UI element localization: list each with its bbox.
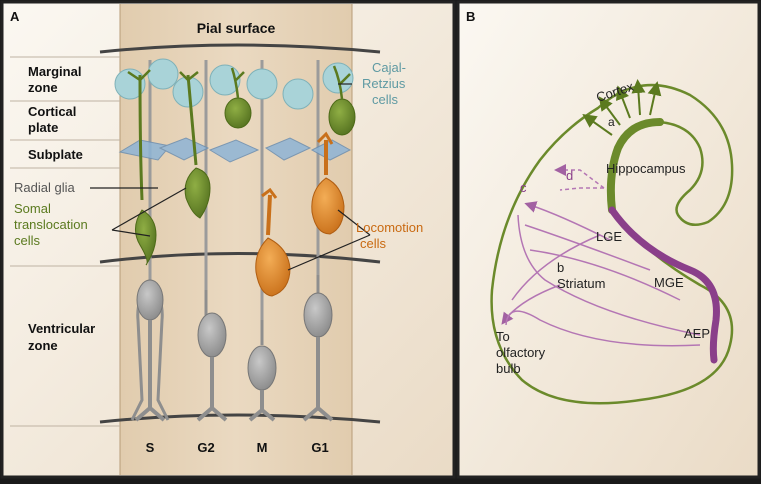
somal-label-2: translocation [14,217,88,232]
label-d: d [566,168,573,183]
radial-glia-cells [130,275,334,422]
cajal-label-3: cells [372,92,399,107]
marginal-zone-label-2: zone [28,80,58,95]
ventricular-lower-line [99,413,381,424]
pial-line [99,43,381,54]
subplate-cells [118,137,352,163]
lge-label: LGE [596,229,622,244]
layer-guides [10,56,120,427]
tangential-paths [501,164,701,347]
aep-label: AEP [684,326,710,341]
olfactory-label-2: olfactory [496,345,546,360]
radial-migration-arrows [582,79,662,136]
annotation-lines [90,83,371,271]
column-label-m: M [257,440,268,455]
cortical-plate-label-1: Cortical [28,104,76,119]
subplate-label: Subplate [28,147,83,162]
column-label-s: S [146,440,155,455]
panel-a-letter: A [10,9,20,24]
marginal-zone-label-1: Marginal [28,64,81,79]
somal-label-1: Somal [14,201,51,216]
panel-b-labels: c d Hippocampus LGE b Striatum MGE AEP T… [496,161,710,376]
panel-b: B Cortex a c d Hippo [456,0,761,479]
locomotion-label-1: Locomotion [356,220,423,235]
pial-surface-label: Pial surface [197,20,276,36]
radial-glia-label: Radial glia [14,180,75,195]
label-c: c [520,180,527,195]
olfactory-label-3: bulb [496,361,521,376]
cajal-label-2: Retzius [362,76,406,91]
mge-label: MGE [654,275,684,290]
somal-label-3: cells [14,233,41,248]
column-label-g1: G1 [311,440,328,455]
cortical-plate-label-2: plate [28,120,58,135]
ventricular-zone-label-1: Ventricular [28,321,95,336]
ventricular-zone-label-2: zone [28,338,58,353]
label-b: b [557,260,564,275]
locomotion-label-2: cells [360,236,387,251]
panel-b-letter: B [466,9,475,24]
panel-a: A Pial surface Marginal zone Cortical pl… [0,0,456,479]
striatum-label: Striatum [557,276,605,291]
ventricular-upper-line [99,252,381,264]
layer-labels: Marginal zone Cortical plate Subplate Ve… [28,64,95,353]
cortex-thick-edge [606,118,664,214]
cajal-label-1: Cajal- [372,60,406,75]
ganglionic-eminence-edge [608,206,720,364]
locomotion-cells [255,131,345,297]
hippocampus-label: Hippocampus [606,161,686,176]
label-a: a [608,115,615,129]
side-labels: Radial glia Somal translocation cells Ca… [14,60,423,251]
column-labels: S G2 M G1 [146,440,329,455]
olfactory-label-1: To [496,329,510,344]
column-label-g2: G2 [197,440,214,455]
